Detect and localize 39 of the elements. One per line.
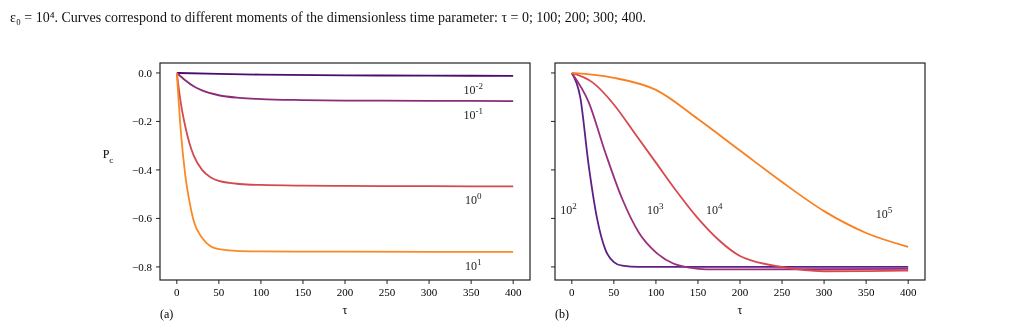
series-label: 10$^{3}$ xyxy=(647,200,665,217)
x-tick-label: 350 xyxy=(857,286,875,298)
x-tick-label: 250 xyxy=(378,286,396,298)
y-axis-title: P$_{c}$ xyxy=(102,146,114,165)
x-tick-label: 100 xyxy=(647,286,665,298)
x-axis-title: τ xyxy=(342,303,348,317)
y-tick-label: 0.0 xyxy=(138,66,153,79)
x-tick-label: 300 xyxy=(815,286,833,298)
x-tick-label: 50 xyxy=(608,286,620,298)
y-tick-label: −0.2 xyxy=(132,115,152,128)
x-tick-label: 0 xyxy=(569,286,576,298)
series-label: 10$^{0}$ xyxy=(464,191,482,208)
x-tick-label: 350 xyxy=(462,286,480,298)
x-tick-label: 50 xyxy=(213,286,225,298)
series-label: 10$^{-1}$ xyxy=(463,106,483,123)
line-series xyxy=(175,72,515,253)
y-tick-label: −0.8 xyxy=(132,260,153,273)
text: ε₀ = 10⁴. Curves correspond to different moments of the dimensionless time parameter: τ = 0; 100; 200; 300; 400. xyxy=(10,10,646,25)
x-tick-label: 200 xyxy=(336,286,354,298)
x-tick-label: 400 xyxy=(504,286,522,298)
line-series xyxy=(175,72,515,102)
series-label: 10$^{1}$ xyxy=(464,256,482,273)
series-label: 10$^{5}$ xyxy=(875,205,893,222)
text: (a) xyxy=(160,307,174,321)
x-tick-label: 250 xyxy=(773,286,791,298)
y-tick-label: −0.4 xyxy=(132,163,153,176)
series-label: 10$^{2}$ xyxy=(560,200,577,217)
x-axis-title: τ xyxy=(737,303,743,317)
x-tick-label: 0 xyxy=(174,286,181,298)
y-tick-label: −0.6 xyxy=(132,212,153,225)
x-tick-label: 300 xyxy=(420,286,438,298)
x-tick-label: 200 xyxy=(731,286,749,298)
x-tick-label: 150 xyxy=(294,286,312,298)
x-tick-label: 100 xyxy=(252,286,270,298)
text: (b) xyxy=(555,307,569,321)
series-label: 10$^{4}$ xyxy=(705,200,723,217)
x-tick-label: 150 xyxy=(689,286,707,298)
series-label: 10$^{-2}$ xyxy=(463,80,483,97)
x-tick-label: 400 xyxy=(899,286,917,298)
